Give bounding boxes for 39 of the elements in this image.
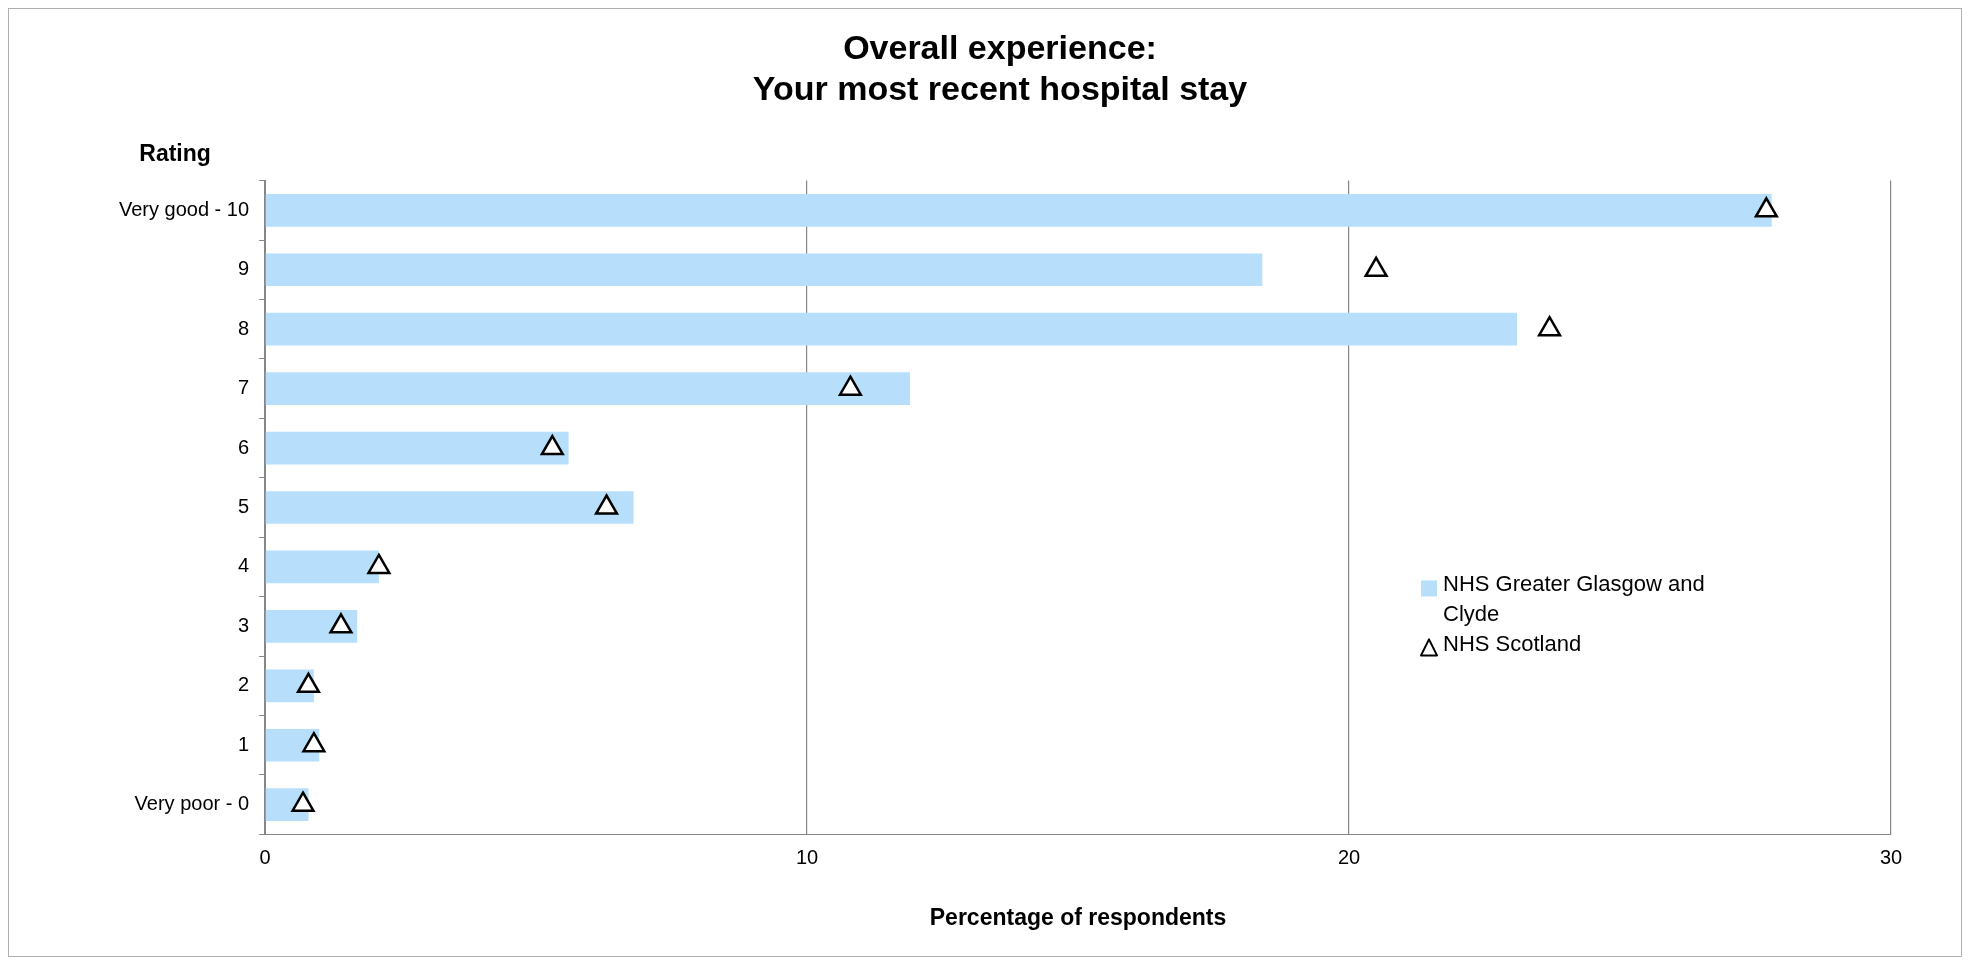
point xyxy=(594,494,619,515)
point xyxy=(1537,315,1562,337)
bar xyxy=(265,193,1772,227)
legend-label: NHS Scotland xyxy=(1443,631,1582,657)
point xyxy=(540,434,564,456)
bar xyxy=(265,431,569,465)
y-tick-label: 1 xyxy=(237,732,250,755)
y-tick-label: Very poor - 0 xyxy=(134,792,250,815)
chart-title: Overall experience: Your most recent hospital stay xyxy=(752,27,1248,107)
y-tick-label: 9 xyxy=(237,257,250,280)
y-tick-label: Very good - 10 xyxy=(118,197,250,220)
y-tick-label: 8 xyxy=(237,316,250,339)
bar xyxy=(265,550,379,584)
point xyxy=(296,672,321,694)
legend-label: NHS Greater Glasgow and Clyde xyxy=(1443,571,1705,627)
y-tick-label: 2 xyxy=(237,673,250,696)
point xyxy=(329,613,353,634)
y-tick-label: 7 xyxy=(237,376,250,399)
x-axis-title: Percentage of respondents xyxy=(929,903,1227,930)
x-tick-label: 10 xyxy=(795,845,819,868)
point xyxy=(1364,256,1388,278)
y-tick-label: 5 xyxy=(237,495,250,518)
point xyxy=(291,791,315,812)
y-tick-label: 6 xyxy=(237,435,250,458)
point xyxy=(838,375,863,396)
point xyxy=(367,553,391,575)
x-tick-label: 30 xyxy=(1879,845,1903,868)
x-tick-label: 20 xyxy=(1337,845,1361,868)
point xyxy=(302,732,326,753)
bar xyxy=(265,610,358,643)
bar xyxy=(265,491,634,524)
bar xyxy=(265,312,1518,346)
y-axis-title: Rating xyxy=(139,140,211,167)
y-tick-label: 3 xyxy=(237,613,250,636)
x-tick-label: 0 xyxy=(259,845,271,868)
bar xyxy=(265,372,911,405)
point xyxy=(1754,197,1778,218)
bar xyxy=(265,253,1263,287)
y-tick-label: 4 xyxy=(237,554,250,577)
